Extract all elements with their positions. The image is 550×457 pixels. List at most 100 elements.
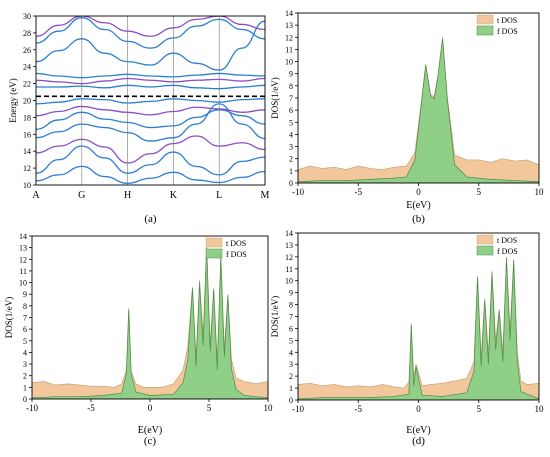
legend-label: f DOS bbox=[497, 27, 518, 36]
y-tick-label: 9 bbox=[289, 70, 293, 79]
panel-label: (a) bbox=[144, 213, 157, 225]
kpoint-label: L bbox=[216, 190, 222, 201]
band-line-2 bbox=[36, 135, 265, 164]
band-line-0 bbox=[36, 165, 265, 184]
kpoint-label: M bbox=[261, 190, 270, 201]
y-tick-label: 28 bbox=[23, 29, 31, 38]
y-tick-label: 4 bbox=[289, 130, 293, 139]
x-axis-label: E(eV) bbox=[406, 200, 430, 211]
x-tick-label: 0 bbox=[416, 404, 421, 414]
y-tick-label: 24 bbox=[23, 63, 31, 72]
band-line-9 bbox=[36, 72, 265, 79]
band-line-3 bbox=[36, 103, 265, 142]
y-tick-label: 4 bbox=[289, 348, 293, 357]
y-tick-label: 30 bbox=[23, 12, 31, 21]
y-tick-label: 1 bbox=[289, 384, 293, 393]
y-tick-label: 10 bbox=[285, 277, 293, 286]
y-tick-label: 5 bbox=[23, 337, 27, 346]
y-tick-label: 12 bbox=[285, 253, 293, 262]
legend-swatch bbox=[205, 248, 223, 259]
y-tick-label: 3 bbox=[23, 360, 27, 369]
y-tick-label: 8 bbox=[23, 302, 27, 311]
y-tick-label: 10 bbox=[23, 181, 31, 190]
y-tick-label: 12 bbox=[23, 164, 31, 173]
y-tick-label: 0 bbox=[289, 179, 293, 188]
legend-label: f DOS bbox=[226, 250, 247, 259]
legend-label: t DOS bbox=[497, 236, 517, 245]
legend-label: t DOS bbox=[226, 239, 246, 248]
y-tick-label: 11 bbox=[19, 267, 27, 276]
y-tick-label: 0 bbox=[23, 395, 27, 404]
y-tick-label: 4 bbox=[23, 348, 27, 357]
legend-swatch bbox=[476, 234, 494, 245]
y-tick-label: 10 bbox=[19, 279, 27, 288]
y-tick-label: 6 bbox=[289, 324, 293, 333]
y-tick-label: 6 bbox=[289, 106, 293, 115]
y-tick-label: 13 bbox=[285, 241, 293, 250]
y-tick-label: 5 bbox=[289, 118, 293, 127]
f-dos-area bbox=[298, 258, 539, 400]
y-tick-label: 20 bbox=[23, 97, 31, 106]
x-tick-label: -5 bbox=[355, 404, 363, 414]
y-axis-label: DOS(1/eV) bbox=[270, 296, 280, 338]
x-axis-label: E(eV) bbox=[138, 425, 162, 436]
band-line-11 bbox=[36, 17, 265, 49]
y-tick-label: 26 bbox=[23, 46, 31, 55]
y-tick-label: 8 bbox=[289, 301, 293, 310]
f-dos-area bbox=[298, 38, 539, 183]
legend-swatch bbox=[476, 245, 494, 256]
panel-label: (d) bbox=[412, 435, 425, 447]
y-tick-label: 22 bbox=[23, 80, 31, 89]
band-line-10 bbox=[36, 20, 265, 71]
y-axis-label: DOS(1/eV) bbox=[270, 77, 280, 119]
band-line-5 bbox=[36, 105, 265, 117]
y-tick-label: 11 bbox=[285, 45, 293, 54]
band-line-4 bbox=[36, 109, 265, 130]
y-axis-label: Energy (eV) bbox=[8, 78, 18, 123]
kpoint-label: A bbox=[32, 190, 40, 201]
x-tick-label: -10 bbox=[26, 403, 38, 413]
x-tick-label: -10 bbox=[292, 404, 304, 414]
x-tick-label: 5 bbox=[477, 404, 482, 414]
x-axis-label: E(eV) bbox=[406, 425, 430, 436]
y-tick-label: 3 bbox=[289, 360, 293, 369]
legend-label: t DOS bbox=[497, 16, 517, 25]
band-line-1 bbox=[36, 145, 265, 176]
y-tick-label: 2 bbox=[23, 372, 27, 381]
y-tick-label: 12 bbox=[285, 33, 293, 42]
y-tick-label: 0 bbox=[289, 396, 293, 405]
y-tick-label: 14 bbox=[285, 9, 293, 18]
plot-area-c bbox=[32, 246, 268, 399]
y-tick-label: 14 bbox=[285, 229, 293, 238]
y-tick-label: 1 bbox=[289, 167, 293, 176]
y-tick-label: 6 bbox=[23, 325, 27, 334]
panel-label: (b) bbox=[412, 213, 425, 225]
y-tick-label: 11 bbox=[285, 265, 293, 274]
band-line-8 bbox=[36, 77, 265, 85]
x-tick-label: 5 bbox=[207, 403, 212, 413]
panel-label: (c) bbox=[144, 435, 157, 447]
x-tick-label: 0 bbox=[416, 187, 421, 197]
band-line-6 bbox=[36, 98, 265, 105]
y-tick-label: 8 bbox=[289, 82, 293, 91]
y-tick-label: 5 bbox=[289, 336, 293, 345]
plot-area-d bbox=[298, 256, 539, 400]
y-tick-label: 2 bbox=[289, 372, 293, 381]
y-tick-label: 13 bbox=[285, 21, 293, 30]
y-tick-label: 3 bbox=[289, 143, 293, 152]
y-tick-label: 13 bbox=[19, 244, 27, 253]
y-tick-label: 9 bbox=[289, 289, 293, 298]
y-tick-label: 9 bbox=[23, 290, 27, 299]
y-tick-label: 2 bbox=[289, 155, 293, 164]
legend-swatch bbox=[476, 25, 494, 36]
plot-area-a bbox=[36, 16, 265, 185]
x-tick-label: -10 bbox=[292, 187, 304, 197]
x-tick-label: 0 bbox=[148, 403, 153, 413]
y-tick-label: 7 bbox=[23, 314, 27, 323]
y-tick-label: 7 bbox=[289, 94, 293, 103]
kpoint-label: K bbox=[170, 190, 178, 201]
kpoint-label: H bbox=[124, 190, 131, 201]
x-tick-label: 10 bbox=[535, 404, 545, 414]
